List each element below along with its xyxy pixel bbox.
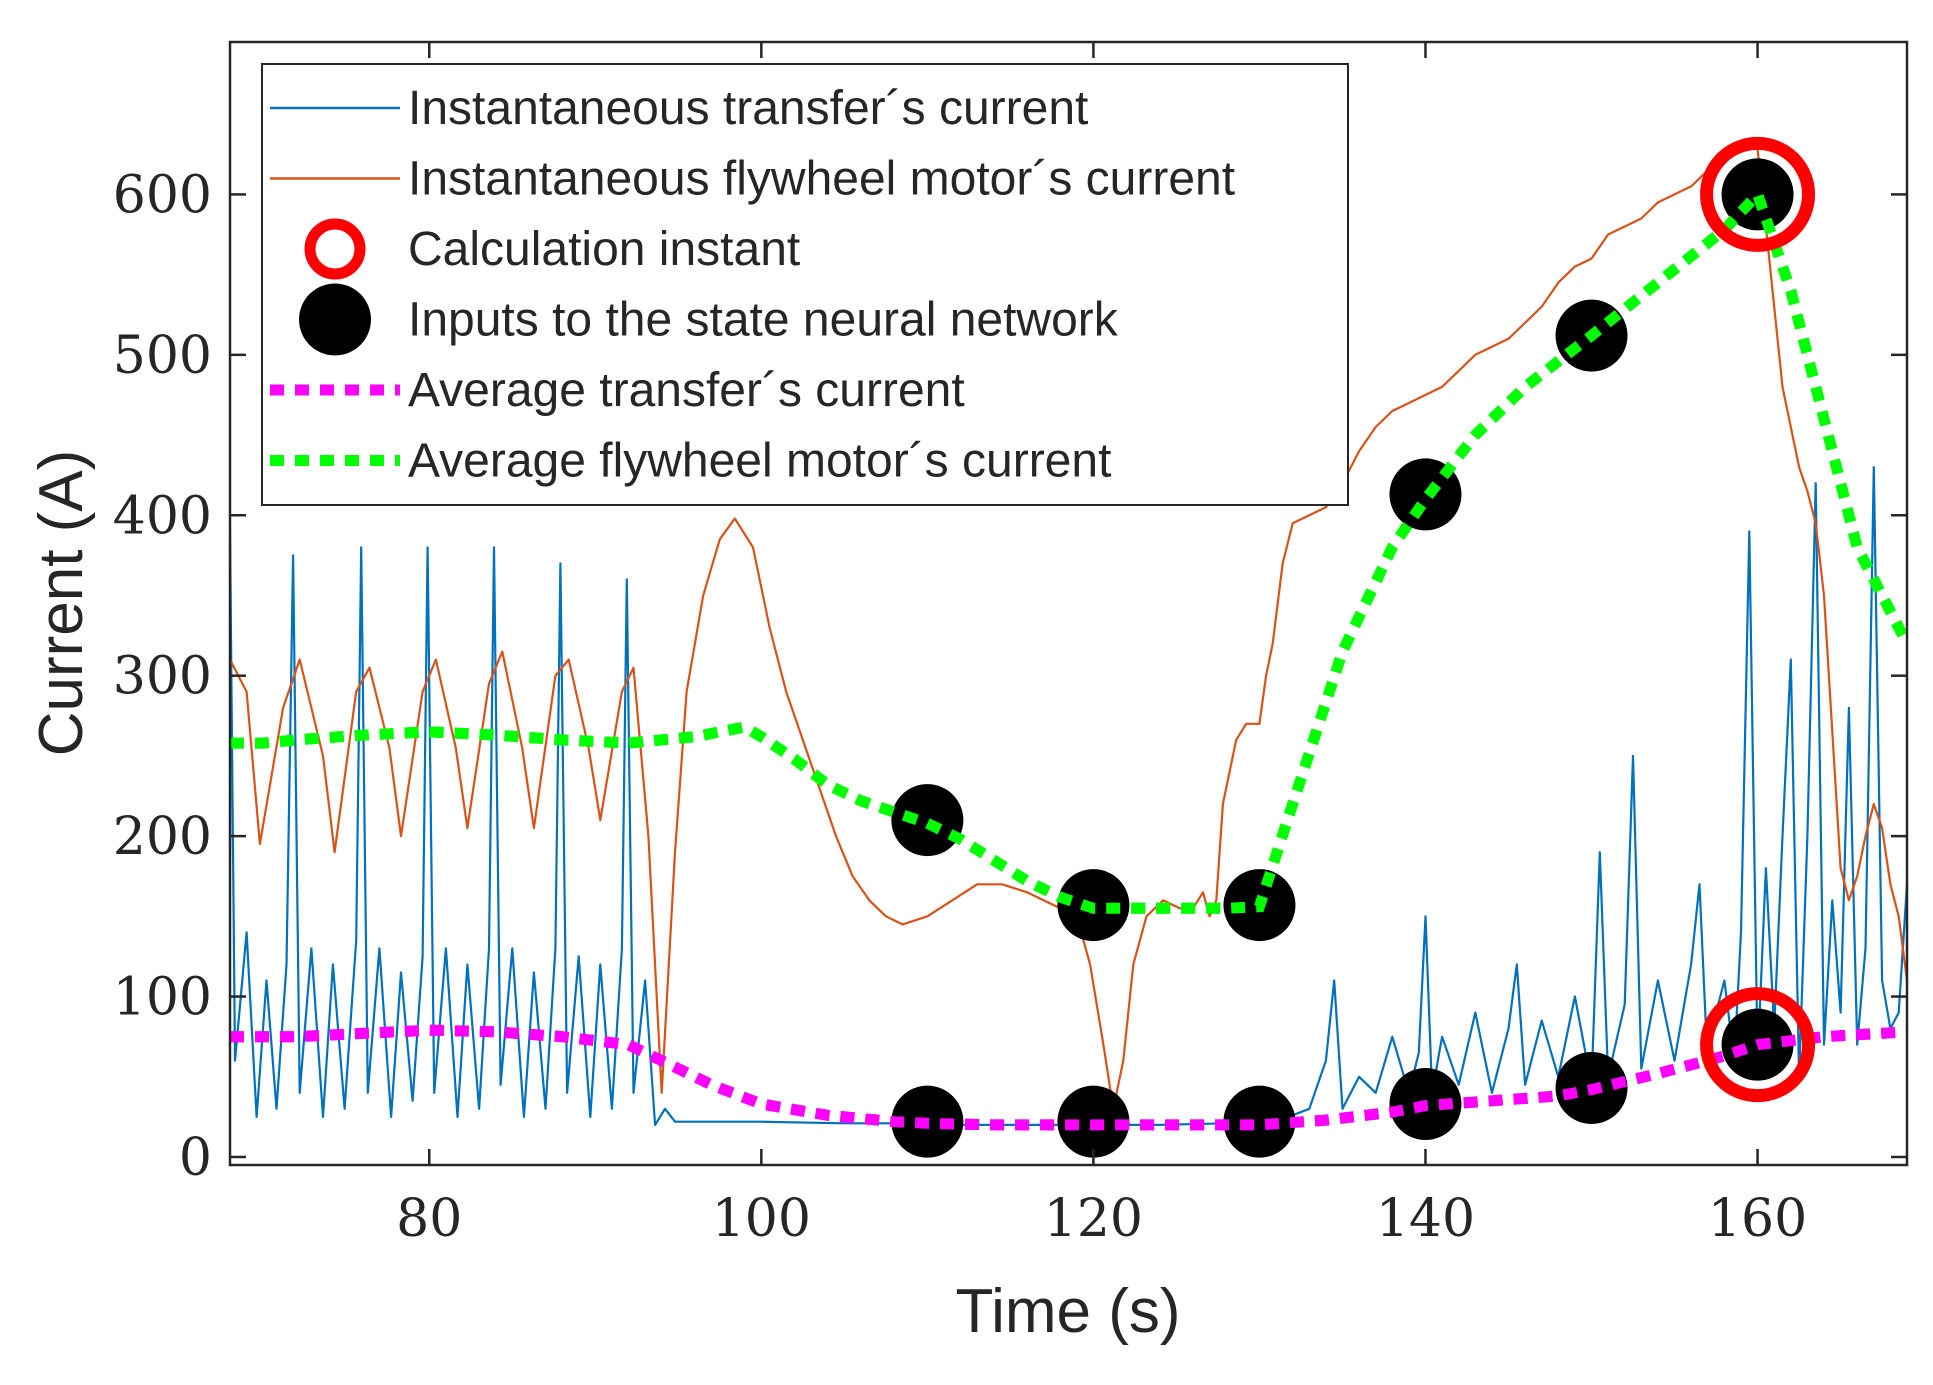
input-marker — [1721, 158, 1794, 231]
x-tick-label: 160 — [1708, 1189, 1807, 1249]
legend-label-calc: Calculation instant — [408, 223, 800, 276]
y-tick-label: 400 — [113, 486, 212, 546]
x-tick-label: 100 — [712, 1189, 811, 1249]
legend-label-transfer: Instantaneous transfer´s current — [408, 82, 1088, 135]
legend-symbol-inputs — [299, 283, 371, 356]
legend: Instantaneous transfer´s current Instanta… — [261, 63, 1349, 506]
x-axis-label: Time (s) — [956, 1277, 1181, 1346]
input-marker — [891, 784, 964, 857]
series-line-overlay-3 — [230, 1024, 1907, 1131]
calculation-instant-marker — [1700, 987, 1816, 1103]
x-tick-label: 120 — [1044, 1189, 1143, 1249]
y-tick-label: 0 — [179, 1128, 212, 1188]
y-axis-label: Current (A) — [27, 450, 96, 757]
legend-box — [261, 63, 1349, 506]
calculation-instant-marker — [1700, 136, 1816, 252]
legend-label-inputs: Inputs to the state neural network — [408, 294, 1119, 347]
x-tick-label: 80 — [396, 1189, 462, 1249]
axis-ticks: 80 100 120 140 160 0 100 200 300 400 500 600 — [113, 42, 1907, 1249]
y-tick-label: 600 — [113, 165, 212, 225]
input-marker — [1223, 1085, 1296, 1158]
series-line-overlay-4 — [230, 183, 1907, 914]
y-tick-label: 300 — [113, 647, 212, 707]
legend-label-flywheel: Instantaneous flywheel motor´s current — [408, 153, 1235, 206]
y-tick-label: 500 — [113, 326, 212, 386]
legend-label-avg_flywheel: Average flywheel motor´s current — [408, 435, 1111, 488]
input-marker — [1389, 458, 1462, 531]
legend-symbol-calc — [304, 218, 366, 280]
plot-markers — [230, 136, 1907, 1158]
plot-frame — [228, 40, 1909, 1167]
legend-label-avg_transfer: Average transfer´s current — [408, 364, 965, 417]
y-tick-label: 200 — [113, 807, 212, 867]
x-tick-label: 140 — [1376, 1189, 1475, 1249]
y-tick-label: 100 — [113, 968, 212, 1028]
